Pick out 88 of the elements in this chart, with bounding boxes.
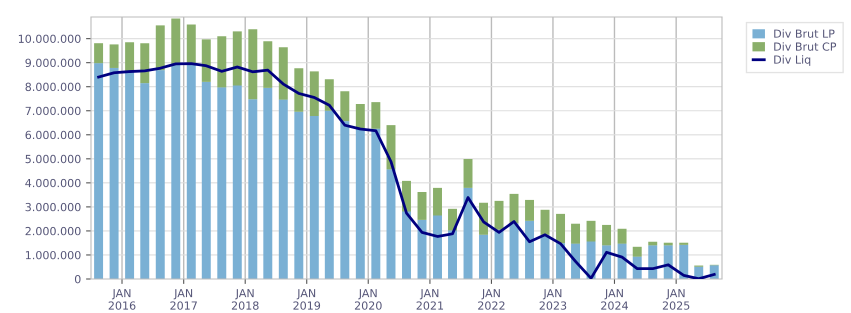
bar [525, 220, 534, 279]
legend-label: Div Brut CP [774, 42, 836, 51]
bar [664, 242, 673, 246]
bar [494, 200, 504, 230]
bar [433, 188, 442, 216]
line-series [97, 62, 716, 279]
legend-label: Div Liq [774, 55, 810, 66]
bar [232, 31, 242, 86]
bar [540, 234, 550, 279]
bar [278, 100, 288, 279]
bar [278, 47, 288, 100]
bar [94, 63, 104, 279]
bar [94, 43, 104, 64]
bar [110, 44, 119, 68]
bar [248, 29, 258, 100]
bar [632, 246, 642, 257]
bar [371, 102, 380, 129]
bar [294, 68, 304, 112]
bar [618, 244, 627, 279]
bar [340, 121, 350, 279]
x-tick-label: JAN 2025 [662, 289, 690, 310]
bar [556, 214, 566, 244]
bar [232, 86, 242, 279]
bar [418, 192, 426, 220]
y-tick-label: 3.000.000 [26, 202, 81, 212]
bar [510, 223, 519, 279]
bar [186, 24, 196, 64]
bar [525, 200, 534, 221]
y-tick-label: 1.000.000 [26, 250, 81, 260]
x-tick-label: JAN 2020 [354, 289, 382, 310]
bar [618, 228, 627, 244]
bar [202, 39, 211, 82]
bar [217, 87, 226, 279]
y-tick-label: 4.000.000 [25, 178, 81, 188]
bar [110, 68, 119, 279]
y-tick-label: 9.000.000 [25, 58, 81, 68]
bar [448, 230, 457, 279]
bar [402, 211, 411, 279]
bar [586, 220, 596, 242]
bar [556, 243, 566, 279]
bar [171, 64, 180, 279]
bar [510, 194, 519, 224]
y-tick-label: 2.000.000 [26, 226, 81, 236]
bar [310, 71, 319, 116]
bar [263, 88, 272, 279]
bar [263, 41, 272, 88]
bar [386, 169, 396, 279]
bar [324, 110, 334, 279]
bar [294, 112, 304, 279]
bar [248, 99, 258, 279]
x-tick-label: JAN 2017 [170, 289, 197, 310]
bar [125, 42, 134, 72]
bar [125, 71, 134, 279]
x-tick-label: JAN 2018 [232, 289, 259, 310]
bar [140, 83, 150, 279]
x-tick-label: JAN 2024 [601, 289, 628, 310]
bar [648, 242, 658, 246]
bar [340, 91, 350, 122]
x-tick-label: JAN 2021 [416, 289, 444, 310]
bar [571, 224, 580, 244]
y-tick-label: 0 [74, 274, 81, 284]
bar [217, 36, 226, 88]
bar [464, 188, 472, 279]
bar [602, 224, 612, 246]
bar [464, 159, 472, 188]
x-tick-label: JAN 2019 [293, 289, 320, 310]
y-tick-label: 5.000.000 [26, 154, 81, 164]
bar [186, 64, 196, 279]
bar [540, 210, 550, 235]
bar [479, 234, 488, 279]
y-tick-label: 7.000.000 [26, 106, 81, 116]
y-tick-label: 8.000.000 [25, 82, 81, 92]
bar [202, 82, 211, 279]
bar [310, 116, 319, 279]
bar [418, 220, 426, 279]
x-tick-label: JAN 2022 [478, 289, 504, 310]
legend-label: Div Brut LP [774, 29, 835, 38]
bar [371, 128, 380, 279]
bar [356, 128, 365, 279]
bar [356, 104, 365, 129]
bar [171, 18, 180, 64]
bar [156, 70, 165, 279]
y-tick-label: 10.000.000 [18, 34, 81, 44]
bar [494, 230, 504, 279]
y-tick-label: 6.000.000 [26, 130, 81, 140]
x-tick-label: JAN 2023 [540, 289, 566, 310]
x-tick-label: JAN 2016 [108, 289, 136, 310]
bar [433, 216, 442, 279]
